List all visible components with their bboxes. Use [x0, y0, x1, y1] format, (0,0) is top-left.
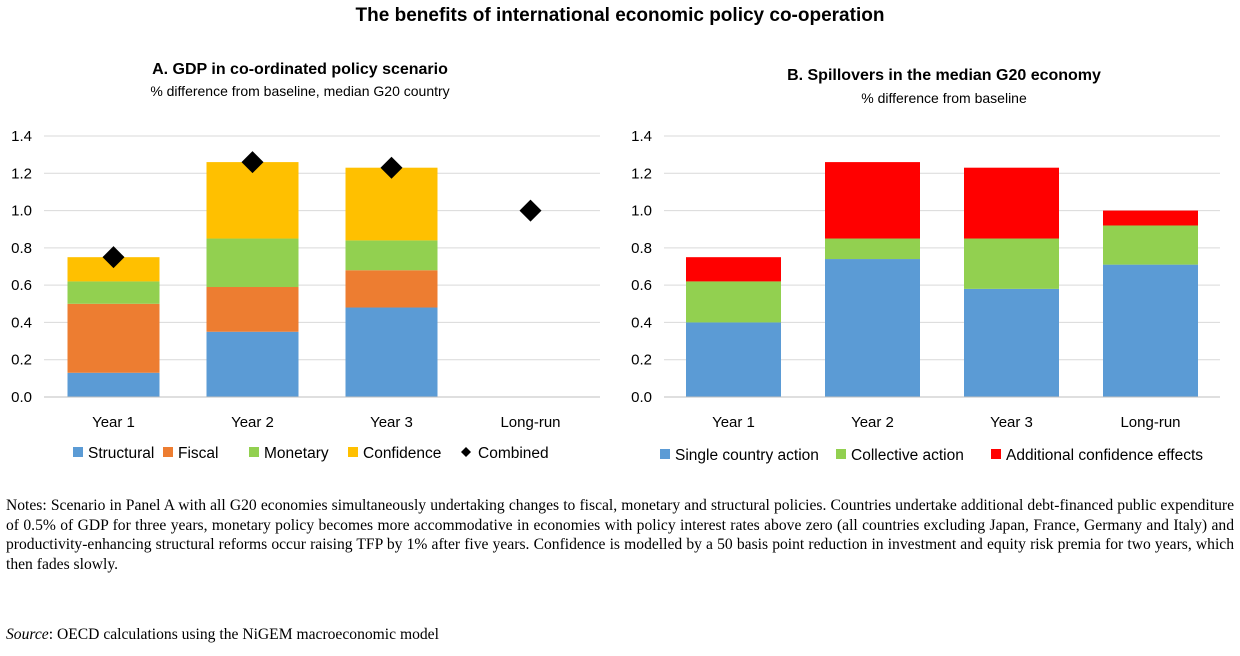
chart-subtitle: % difference from baseline — [861, 90, 1027, 106]
bar-segment — [206, 331, 299, 397]
legend-swatch — [348, 447, 358, 457]
bar-segment — [67, 372, 160, 397]
bar-segment — [206, 238, 299, 288]
y-tick-label: 1.0 — [11, 203, 32, 220]
chart-a-svg: A. GDP in co-ordinated policy scenario % … — [11, 61, 600, 462]
y-tick-label: 0.4 — [631, 314, 652, 331]
y-tick-label: 1.4 — [11, 128, 32, 145]
legend-swatch — [991, 449, 1001, 459]
legend-marker — [461, 447, 471, 457]
source-text: : OECD calculations using the NiGEM macr… — [48, 626, 439, 643]
legend-swatch — [836, 449, 846, 459]
chart-panel-b: B. Spillovers in the median G20 economy%… — [620, 0, 1240, 480]
source-label: Source — [6, 626, 49, 643]
y-tick-label: 0.8 — [631, 240, 652, 257]
bar-segment — [206, 162, 299, 239]
legend-label: Collective action — [851, 447, 964, 464]
bar-segment — [1103, 225, 1198, 265]
x-tick-label: Long-run — [1120, 414, 1180, 431]
y-tick-label: 1.2 — [631, 165, 652, 182]
legend-label: Additional confidence effects — [1006, 447, 1203, 464]
chart-subtitle: % difference from baseline, median G20 c… — [150, 83, 449, 99]
bar-segment — [964, 167, 1059, 239]
y-tick-label: 0.6 — [631, 277, 652, 294]
x-tick-label: Year 3 — [990, 414, 1033, 431]
bar-segment — [345, 307, 438, 397]
y-tick-label: 1.4 — [631, 128, 652, 145]
legend-label: Confidence — [363, 445, 441, 462]
combined-marker — [241, 151, 264, 174]
combined-marker — [380, 156, 403, 179]
x-tick-label: Year 2 — [231, 414, 274, 431]
x-tick-label: Year 1 — [712, 414, 755, 431]
combined-marker — [519, 199, 542, 222]
bar-segment — [964, 288, 1059, 397]
source-line: Source: OECD calculations using the NiGE… — [6, 626, 439, 644]
bar-segment — [345, 167, 438, 241]
legend-label: Combined — [478, 445, 549, 462]
chart-panel-a: A. GDP in co-ordinated policy scenario % … — [0, 0, 620, 480]
legend-swatch — [249, 447, 259, 457]
bar-segment — [1103, 210, 1198, 226]
y-tick-label: 0.0 — [631, 389, 652, 406]
bar-segment — [345, 270, 438, 308]
bar-segment — [67, 303, 160, 373]
x-tick-label: Long-run — [500, 414, 560, 431]
legend-swatch — [660, 449, 670, 459]
x-tick-label: Year 3 — [370, 414, 413, 431]
legend-label: Monetary — [264, 445, 329, 462]
bar-segment — [825, 162, 920, 239]
chart-title: A. GDP in co-ordinated policy scenario — [152, 61, 448, 78]
legend-label: Fiscal — [178, 445, 218, 462]
y-tick-label: 1.0 — [631, 203, 652, 220]
bar-segment — [825, 238, 920, 260]
bar-segment — [206, 287, 299, 332]
bar-segment — [345, 240, 438, 271]
y-tick-label: 0.2 — [11, 352, 32, 369]
bar-segment — [686, 257, 781, 282]
chart-b-svg: B. Spillovers in the median G20 economy%… — [631, 67, 1220, 464]
bar-segment — [825, 259, 920, 397]
legend-label: Structural — [88, 445, 154, 462]
bar-segment — [686, 281, 781, 323]
x-tick-label: Year 1 — [92, 414, 135, 431]
y-tick-label: 0.0 — [11, 389, 32, 406]
legend-swatch — [163, 447, 173, 457]
bar-segment — [964, 238, 1059, 289]
main-title: The benefits of international economic p… — [355, 5, 885, 26]
y-tick-label: 1.2 — [11, 165, 32, 182]
combined-marker — [102, 246, 125, 269]
legend-swatch — [73, 447, 83, 457]
y-tick-label: 0.4 — [11, 314, 32, 331]
legend-label: Single country action — [675, 447, 819, 464]
bar-segment — [67, 281, 160, 304]
y-tick-label: 0.6 — [11, 277, 32, 294]
y-tick-label: 0.8 — [11, 240, 32, 257]
chart-title: B. Spillovers in the median G20 economy — [787, 67, 1101, 84]
x-tick-label: Year 2 — [851, 414, 894, 431]
notes: Notes: Scenario in Panel A with all G20 … — [6, 497, 1234, 573]
bar-segment — [686, 322, 781, 397]
y-tick-label: 0.2 — [631, 352, 652, 369]
bar-segment — [1103, 264, 1198, 397]
